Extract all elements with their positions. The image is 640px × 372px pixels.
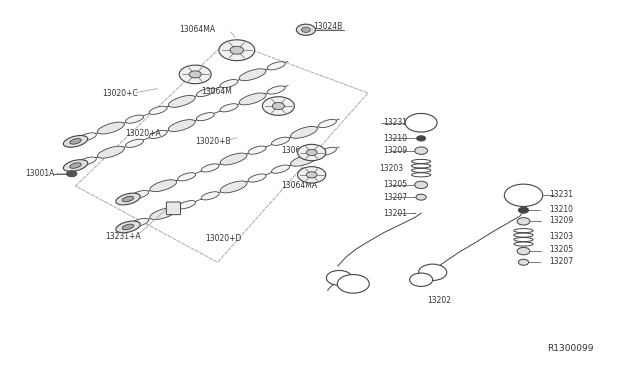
Ellipse shape xyxy=(168,120,195,131)
Text: 13064MA: 13064MA xyxy=(282,182,317,190)
Circle shape xyxy=(416,194,426,200)
Circle shape xyxy=(307,172,317,178)
Ellipse shape xyxy=(220,153,247,165)
Circle shape xyxy=(296,24,316,35)
Circle shape xyxy=(504,184,543,206)
Text: 13207: 13207 xyxy=(549,257,573,266)
Ellipse shape xyxy=(116,221,140,233)
Ellipse shape xyxy=(220,104,238,112)
Ellipse shape xyxy=(70,163,81,168)
Circle shape xyxy=(417,136,426,141)
Ellipse shape xyxy=(248,146,266,154)
Ellipse shape xyxy=(248,174,266,182)
Ellipse shape xyxy=(150,208,177,219)
Text: 13205: 13205 xyxy=(549,246,573,254)
Text: 13020+C: 13020+C xyxy=(102,89,138,97)
Ellipse shape xyxy=(319,147,337,155)
Circle shape xyxy=(405,113,437,132)
Ellipse shape xyxy=(239,93,266,105)
Ellipse shape xyxy=(291,126,317,138)
Ellipse shape xyxy=(220,181,247,193)
Circle shape xyxy=(518,259,529,265)
Circle shape xyxy=(298,144,326,161)
Ellipse shape xyxy=(168,96,195,107)
Ellipse shape xyxy=(220,80,238,88)
Circle shape xyxy=(307,150,317,155)
Text: 13020+A: 13020+A xyxy=(125,129,161,138)
Text: 13231+A: 13231+A xyxy=(106,232,141,241)
Ellipse shape xyxy=(201,192,219,200)
Ellipse shape xyxy=(122,196,134,202)
FancyBboxPatch shape xyxy=(166,202,180,215)
Ellipse shape xyxy=(239,69,266,81)
Circle shape xyxy=(262,97,294,115)
Ellipse shape xyxy=(70,139,81,144)
Text: 13209: 13209 xyxy=(549,217,573,225)
Text: 13064MA: 13064MA xyxy=(179,25,215,34)
Ellipse shape xyxy=(63,160,88,171)
Ellipse shape xyxy=(271,165,289,173)
Text: 13210: 13210 xyxy=(549,205,573,214)
Text: 13205: 13205 xyxy=(383,180,407,189)
Text: 13203: 13203 xyxy=(549,232,573,241)
Ellipse shape xyxy=(201,164,219,172)
Text: 13231: 13231 xyxy=(549,190,573,199)
Ellipse shape xyxy=(319,119,337,128)
Ellipse shape xyxy=(125,139,143,147)
Text: 13020+B: 13020+B xyxy=(195,137,231,146)
Text: 13202: 13202 xyxy=(428,296,452,305)
Text: 13231: 13231 xyxy=(383,118,407,126)
Ellipse shape xyxy=(178,201,196,209)
Ellipse shape xyxy=(125,115,143,123)
Ellipse shape xyxy=(149,106,167,114)
Circle shape xyxy=(326,270,352,285)
Ellipse shape xyxy=(291,154,317,166)
Text: 13064M: 13064M xyxy=(282,146,312,155)
Ellipse shape xyxy=(267,86,285,94)
Circle shape xyxy=(415,181,428,189)
Ellipse shape xyxy=(178,173,196,181)
Text: 13064M: 13064M xyxy=(202,87,232,96)
Circle shape xyxy=(179,65,211,84)
Text: 13203: 13203 xyxy=(379,164,403,173)
Circle shape xyxy=(301,27,310,32)
Text: 13001A: 13001A xyxy=(26,169,55,178)
Ellipse shape xyxy=(78,157,97,165)
Ellipse shape xyxy=(131,218,148,227)
Text: 13210: 13210 xyxy=(383,134,407,143)
Circle shape xyxy=(273,103,284,109)
Circle shape xyxy=(518,207,529,213)
Ellipse shape xyxy=(122,224,134,230)
Text: 13207: 13207 xyxy=(383,193,407,202)
Circle shape xyxy=(517,247,530,255)
Text: 13201: 13201 xyxy=(383,209,407,218)
Ellipse shape xyxy=(63,135,88,147)
Ellipse shape xyxy=(271,137,289,145)
Ellipse shape xyxy=(196,89,214,97)
Ellipse shape xyxy=(97,122,124,134)
Ellipse shape xyxy=(131,190,148,199)
Ellipse shape xyxy=(116,193,140,205)
Ellipse shape xyxy=(196,113,214,121)
Text: 13209: 13209 xyxy=(383,146,407,155)
Circle shape xyxy=(415,147,428,154)
Text: R1300099: R1300099 xyxy=(547,344,594,353)
Circle shape xyxy=(517,218,530,225)
Circle shape xyxy=(67,171,77,177)
Ellipse shape xyxy=(267,62,285,70)
Ellipse shape xyxy=(97,146,124,158)
Ellipse shape xyxy=(78,133,97,141)
Circle shape xyxy=(419,264,447,280)
Circle shape xyxy=(189,71,201,78)
Text: 13020+D: 13020+D xyxy=(205,234,241,243)
Circle shape xyxy=(219,40,255,61)
Circle shape xyxy=(230,46,244,54)
Circle shape xyxy=(337,275,369,293)
Circle shape xyxy=(410,273,433,286)
Text: 13024B: 13024B xyxy=(314,22,343,31)
Circle shape xyxy=(298,167,326,183)
Ellipse shape xyxy=(149,130,167,138)
Ellipse shape xyxy=(150,180,177,192)
